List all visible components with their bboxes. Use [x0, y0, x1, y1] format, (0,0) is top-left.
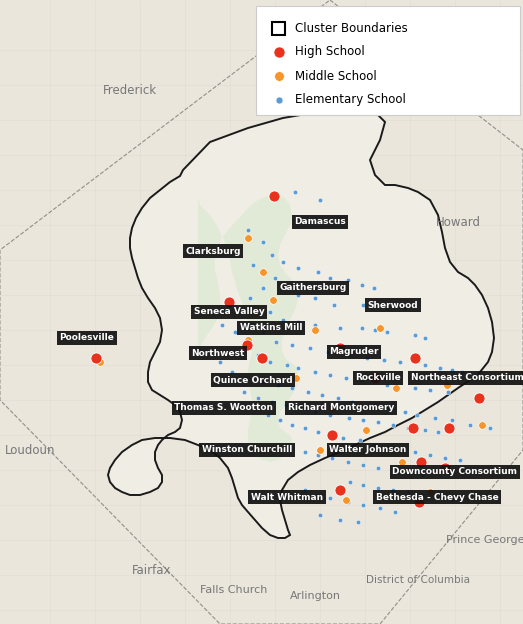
Text: Walter Johnson: Walter Johnson: [329, 446, 407, 454]
Text: Walt Whitman: Walt Whitman: [251, 492, 323, 502]
Text: Clarksburg: Clarksburg: [185, 246, 241, 255]
Text: Seneca Valley: Seneca Valley: [194, 308, 264, 316]
Text: Poolesville: Poolesville: [60, 333, 115, 343]
Text: Quince Orchard: Quince Orchard: [213, 376, 293, 384]
Text: Richard Montgomery: Richard Montgomery: [288, 404, 394, 412]
FancyBboxPatch shape: [256, 6, 520, 115]
Text: District of Columbia: District of Columbia: [366, 575, 470, 585]
Text: Damascus: Damascus: [294, 218, 346, 227]
Text: Elementary School: Elementary School: [295, 94, 406, 107]
Text: Rockville: Rockville: [355, 374, 401, 383]
Text: Howard: Howard: [436, 215, 481, 228]
Polygon shape: [108, 108, 494, 538]
Text: Bethesda - Chevy Chase: Bethesda - Chevy Chase: [376, 492, 498, 502]
Text: Arlington: Arlington: [290, 591, 340, 601]
Text: Northeast Consortium: Northeast Consortium: [411, 374, 523, 383]
Text: Magruder: Magruder: [329, 348, 379, 356]
Text: Prince George’s: Prince George’s: [446, 535, 523, 545]
Text: Loudoun: Loudoun: [5, 444, 55, 457]
Text: Thomas S. Wootton: Thomas S. Wootton: [175, 404, 274, 412]
Text: Winston Churchill: Winston Churchill: [202, 446, 292, 454]
Polygon shape: [198, 195, 298, 462]
Text: Cluster Boundaries: Cluster Boundaries: [295, 22, 408, 35]
Text: High School: High School: [295, 46, 365, 59]
Text: Gaithersburg: Gaithersburg: [279, 283, 347, 293]
Text: Falls Church: Falls Church: [200, 585, 268, 595]
Text: Northwest: Northwest: [191, 348, 245, 358]
Text: Downcounty Consortium: Downcounty Consortium: [392, 467, 517, 477]
Text: Watkins Mill: Watkins Mill: [240, 323, 302, 333]
Text: Sherwood: Sherwood: [368, 301, 418, 310]
Text: Fairfax: Fairfax: [132, 563, 172, 577]
Text: Frederick: Frederick: [103, 84, 157, 97]
Text: Middle School: Middle School: [295, 69, 377, 82]
